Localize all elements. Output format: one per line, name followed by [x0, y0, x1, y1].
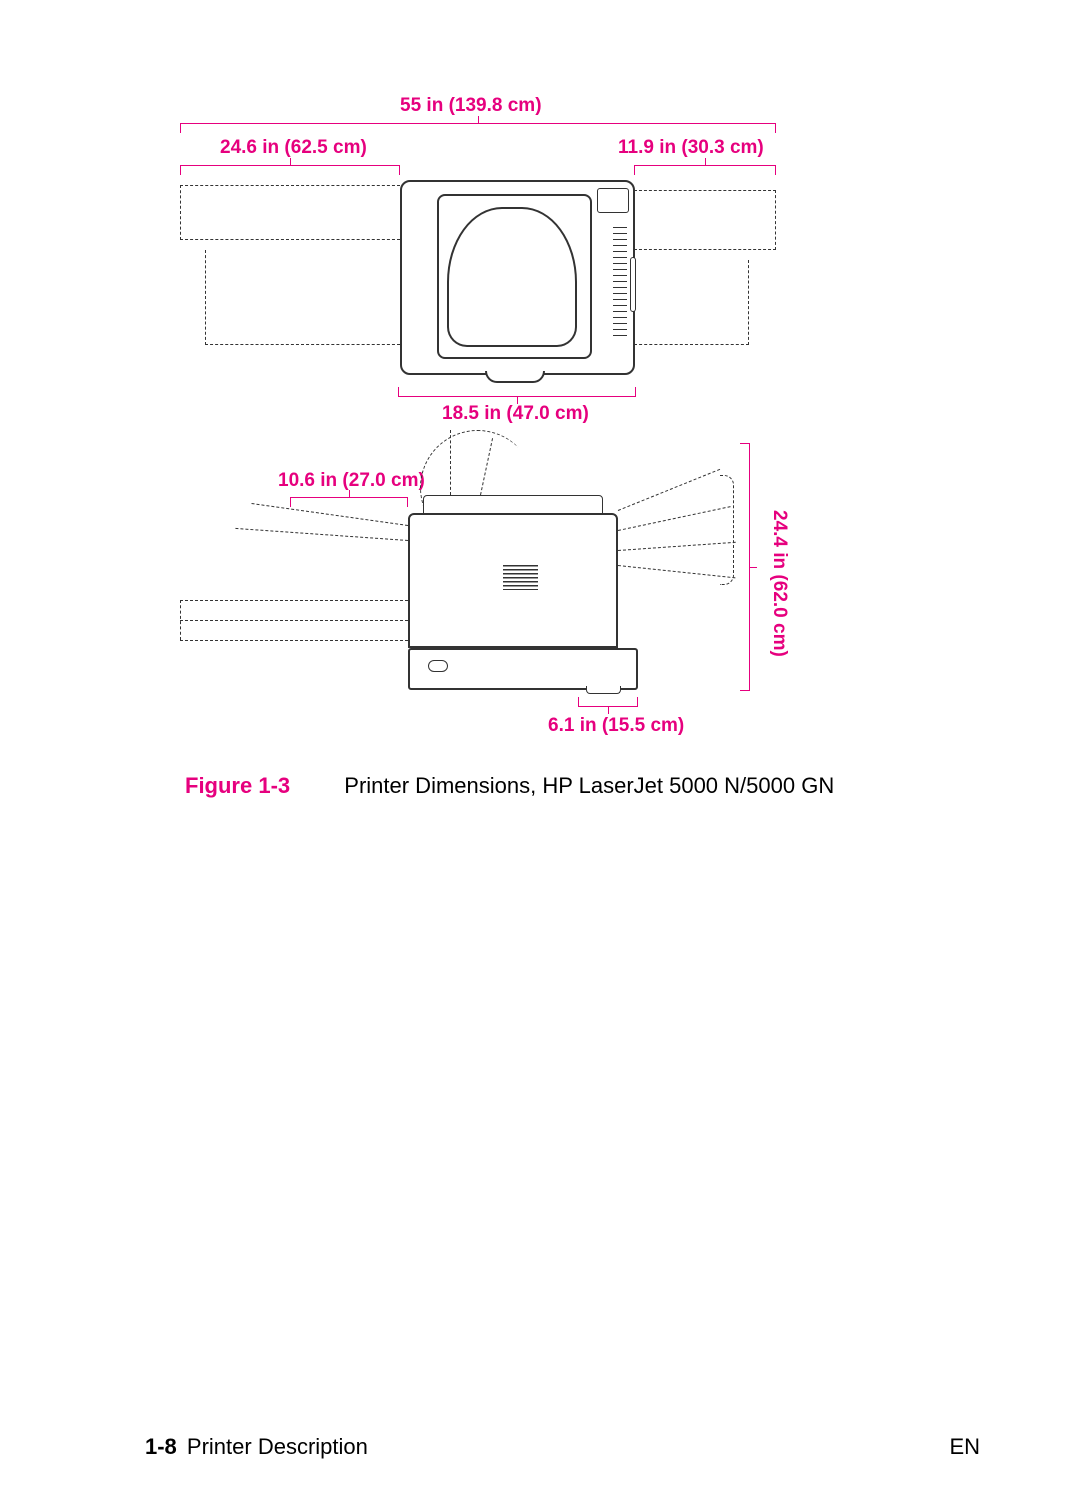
label-top-clearance: 10.6 in (27.0 cm) [278, 470, 425, 492]
figure-number: Figure 1-3 [185, 773, 290, 798]
clearance-tray-end [180, 600, 181, 640]
label-tray-extension: 6.1 in (15.5 cm) [548, 715, 684, 737]
page-footer: 1-8 Printer Description EN [145, 1434, 980, 1460]
clearance-lid-line1 [450, 430, 451, 495]
label-total-height: 24.4 in (62.0 cm) [768, 510, 790, 657]
page: 55 in (139.8 cm) 24.6 in (62.5 cm) 11.9 … [0, 0, 1080, 1495]
page-number: 1-8 [145, 1434, 177, 1459]
clearance-top-right-lower [634, 260, 749, 345]
bracket-total-height [740, 443, 750, 691]
section-title: Printer Description [187, 1434, 368, 1459]
bracket-total-width [180, 123, 776, 133]
bracket-tray-extension [578, 697, 638, 707]
footer-language: EN [949, 1434, 980, 1460]
clearance-tray-line3 [180, 640, 408, 641]
bracket-right-clearance [634, 165, 776, 175]
label-right-clearance: 11.9 in (30.3 cm) [618, 137, 764, 159]
clearance-left-line2 [235, 528, 408, 541]
printer-side-view [408, 495, 638, 690]
clearance-tray-line2 [180, 620, 408, 621]
bracket-printer-width [398, 387, 636, 397]
bracket-left-clearance [180, 165, 400, 175]
clearance-tray-line1 [180, 600, 408, 601]
printer-top-view [400, 180, 635, 375]
label-total-width: 55 in (139.8 cm) [400, 95, 542, 117]
diagram: 55 in (139.8 cm) 24.6 in (62.5 cm) 11.9 … [180, 95, 900, 745]
footer-left: 1-8 Printer Description [145, 1434, 368, 1460]
clearance-door-edge [720, 475, 734, 585]
printer-top-bump [485, 371, 545, 383]
label-left-clearance: 24.6 in (62.5 cm) [220, 137, 367, 159]
bracket-top-clearance [290, 497, 408, 507]
clearance-top-left-upper [180, 185, 400, 240]
label-printer-width: 18.5 in (47.0 cm) [442, 403, 589, 425]
figure-text: Printer Dimensions, HP LaserJet 5000 N/5… [344, 773, 834, 798]
clearance-top-left-lower [205, 250, 400, 345]
clearance-top-right-upper [634, 190, 776, 250]
figure-caption: Figure 1-3 Printer Dimensions, HP LaserJ… [185, 773, 834, 799]
